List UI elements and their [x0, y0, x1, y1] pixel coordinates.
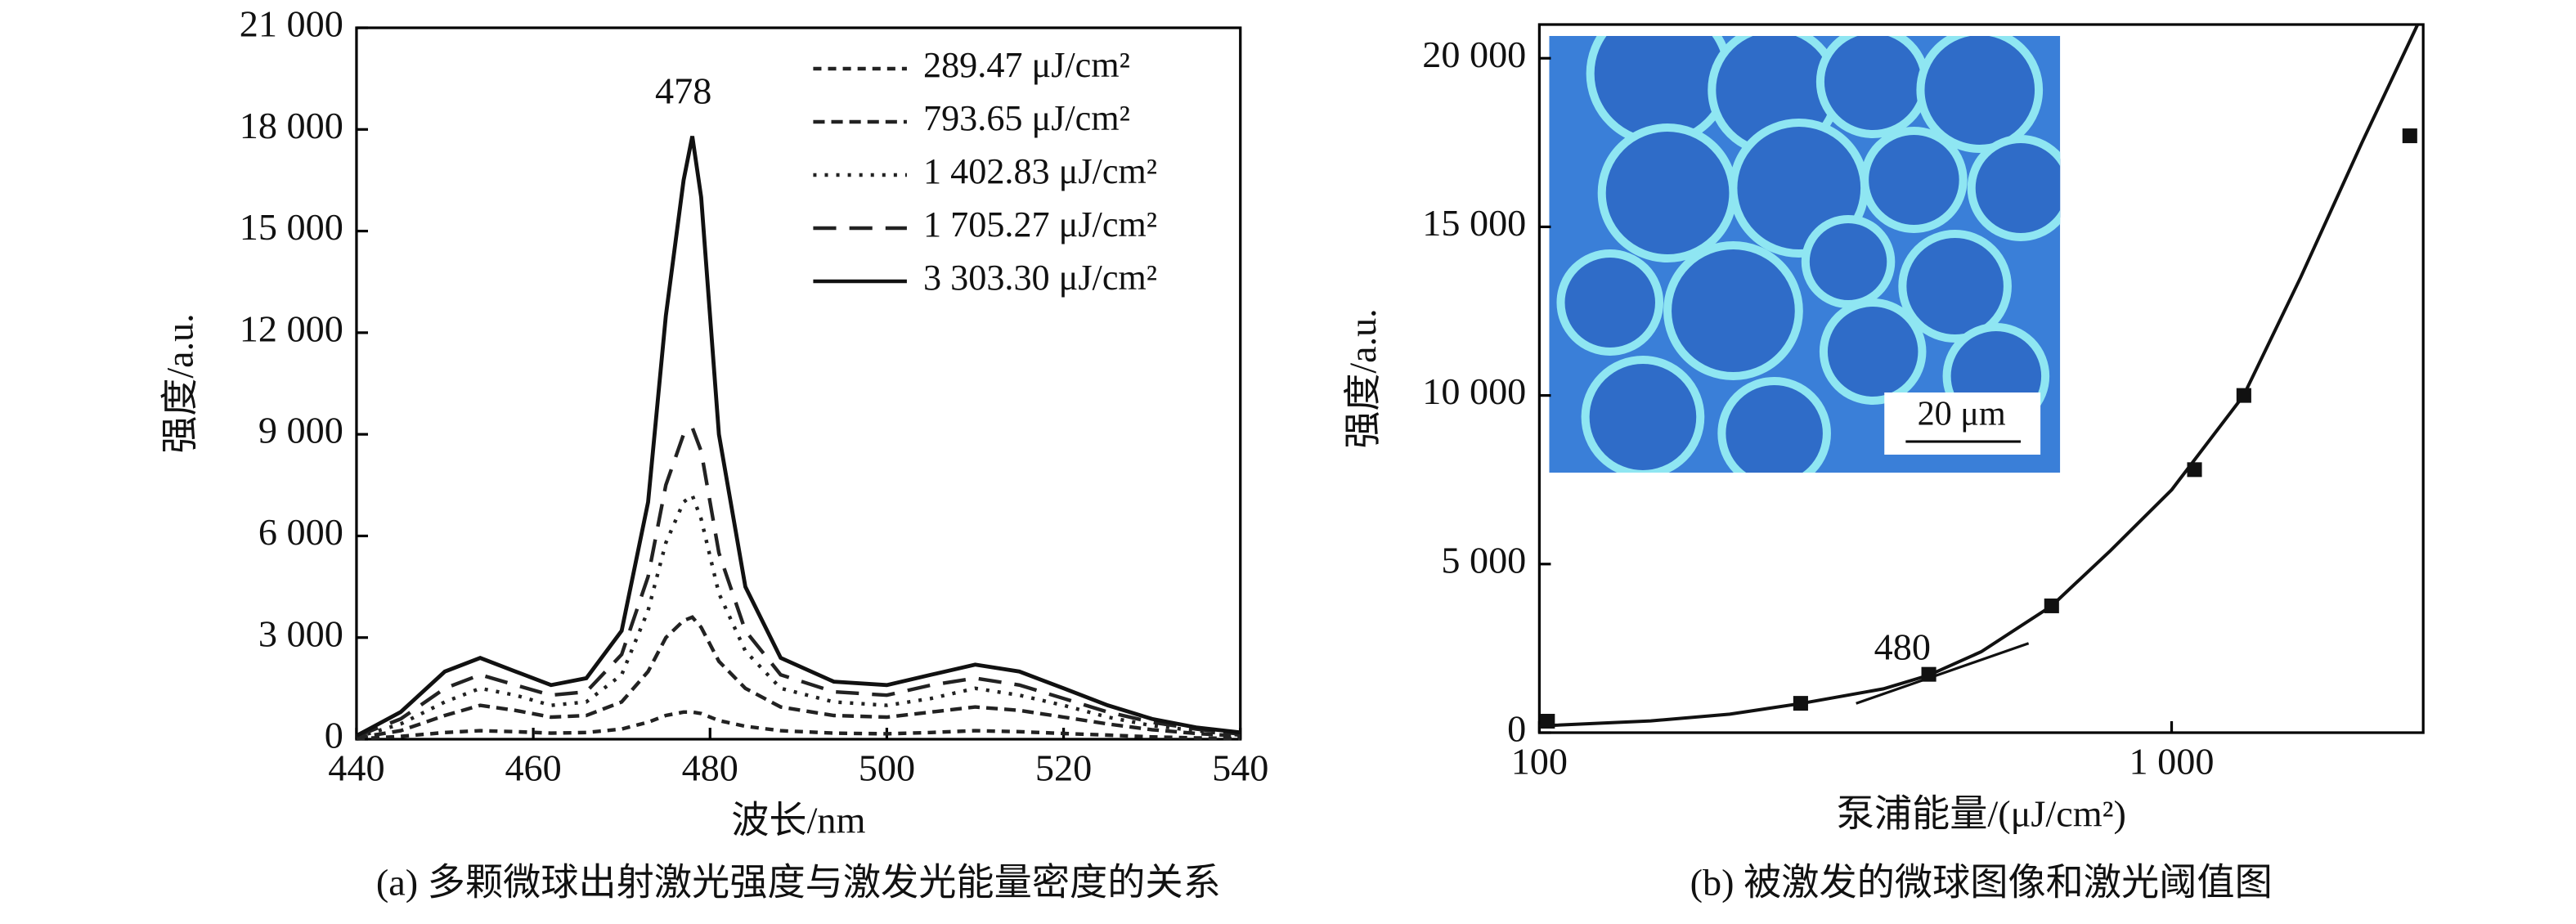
- caption: (a) 多颗微球出射激光强度与激发光能量密度的关系: [376, 862, 1221, 904]
- data-point: [2187, 462, 2202, 478]
- y-tick-label: 12 000: [240, 308, 343, 350]
- data-point: [2044, 598, 2059, 613]
- scale-bar-label: 20 μm: [1918, 395, 2006, 433]
- caption: (b) 被激发的微球图像和激光阈值图: [1690, 862, 2273, 904]
- y-tick-label: 3 000: [258, 612, 343, 654]
- x-tick-label: 480: [682, 747, 738, 789]
- y-tick-label: 5 000: [1441, 539, 1526, 581]
- data-point: [1793, 696, 1808, 711]
- annotation: 478: [655, 70, 711, 112]
- x-axis-label: 波长/nm: [731, 800, 865, 841]
- data-point: [1921, 666, 1936, 682]
- fit-curve: [1539, 24, 2420, 728]
- data-point: [2236, 388, 2251, 403]
- x-tick-label: 520: [1035, 747, 1092, 789]
- y-tick-label: 20 000: [1422, 34, 1526, 75]
- y-tick-label: 21 000: [240, 3, 343, 45]
- legend-label: 1 402.83 μJ/cm²: [923, 151, 1157, 191]
- inset-image: [1549, 36, 2061, 473]
- legend-label: 1 705.27 μJ/cm²: [923, 204, 1157, 244]
- x-axis-label: 泵浦能量/(μJ/cm²): [1837, 793, 2126, 835]
- plot-frame: [1537, 23, 2425, 734]
- legend-label: 3 303.30 μJ/cm²: [923, 258, 1157, 298]
- spectrum-line: [356, 492, 1241, 739]
- y-tick-label: 9 000: [258, 410, 343, 451]
- x-tick-label: 100: [1511, 741, 1568, 783]
- y-tick-label: 10 000: [1422, 370, 1526, 412]
- annotation: 480: [1874, 626, 1931, 668]
- y-axis-label: 强度/a.u.: [159, 313, 201, 453]
- y-tick-label: 0: [1507, 708, 1526, 750]
- tangent-line: [1856, 642, 2030, 705]
- x-tick-label: 500: [859, 747, 915, 789]
- legend-label: 793.65 μJ/cm²: [923, 98, 1130, 138]
- legend-label: 289.47 μJ/cm²: [923, 45, 1130, 85]
- x-tick-label: 540: [1212, 747, 1268, 789]
- x-tick-label: 440: [328, 747, 384, 789]
- y-tick-label: 18 000: [240, 105, 343, 146]
- x-tick-label: 460: [505, 747, 561, 789]
- x-tick-label: 1 000: [2129, 741, 2215, 783]
- spectrum-line: [356, 424, 1241, 738]
- data-point: [2402, 128, 2417, 144]
- y-tick-label: 6 000: [258, 511, 343, 553]
- y-tick-label: 15 000: [240, 206, 343, 248]
- spectrum-line: [356, 615, 1241, 740]
- spectrum-line: [356, 710, 1241, 741]
- spectrum-line: [355, 136, 1241, 738]
- y-axis-label: 强度/a.u.: [1342, 308, 1384, 448]
- data-point: [1540, 713, 1555, 729]
- y-tick-label: 15 000: [1422, 202, 1526, 244]
- y-tick-label: 0: [325, 715, 343, 756]
- plot-frame: [355, 26, 1242, 741]
